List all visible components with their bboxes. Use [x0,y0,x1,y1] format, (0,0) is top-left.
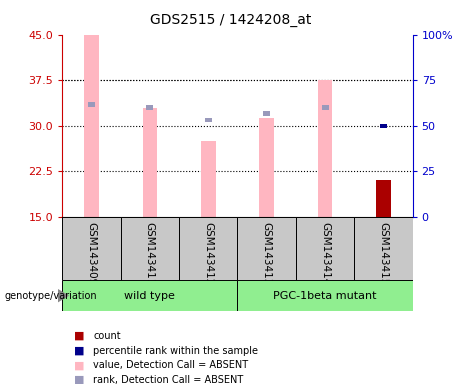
Bar [237,217,296,280]
Text: PGC-1beta mutant: PGC-1beta mutant [273,291,377,301]
Text: GSM143413: GSM143413 [261,222,272,285]
Text: count: count [93,331,121,341]
Text: ■: ■ [74,375,84,384]
Text: percentile rank within the sample: percentile rank within the sample [93,346,258,356]
Text: ■: ■ [74,346,84,356]
Polygon shape [58,289,69,303]
Text: GSM143409: GSM143409 [86,222,96,285]
Bar [259,119,274,217]
Text: GSM143412: GSM143412 [203,222,213,285]
Text: genotype/variation: genotype/variation [5,291,97,301]
Bar [376,180,391,217]
Text: ■: ■ [74,331,84,341]
Bar [62,280,237,311]
Bar [237,280,413,311]
Bar [84,35,99,217]
Bar [121,217,179,280]
Bar [296,217,354,280]
Bar [179,217,237,280]
Bar [142,108,157,217]
Text: rank, Detection Call = ABSENT: rank, Detection Call = ABSENT [93,375,243,384]
Bar [146,105,154,110]
Bar [88,103,95,107]
Bar [62,217,121,280]
Bar [263,111,270,116]
Bar [321,105,329,110]
Bar [318,80,332,217]
Text: ■: ■ [74,360,84,370]
Text: GSM143415: GSM143415 [378,222,389,285]
Bar [205,118,212,122]
Text: value, Detection Call = ABSENT: value, Detection Call = ABSENT [93,360,248,370]
Text: wild type: wild type [124,291,175,301]
Text: GSM143411: GSM143411 [145,222,155,285]
Bar [201,141,216,217]
Bar [380,124,387,128]
Text: GSM143414: GSM143414 [320,222,330,285]
Text: GDS2515 / 1424208_at: GDS2515 / 1424208_at [150,13,311,27]
Bar [354,217,413,280]
